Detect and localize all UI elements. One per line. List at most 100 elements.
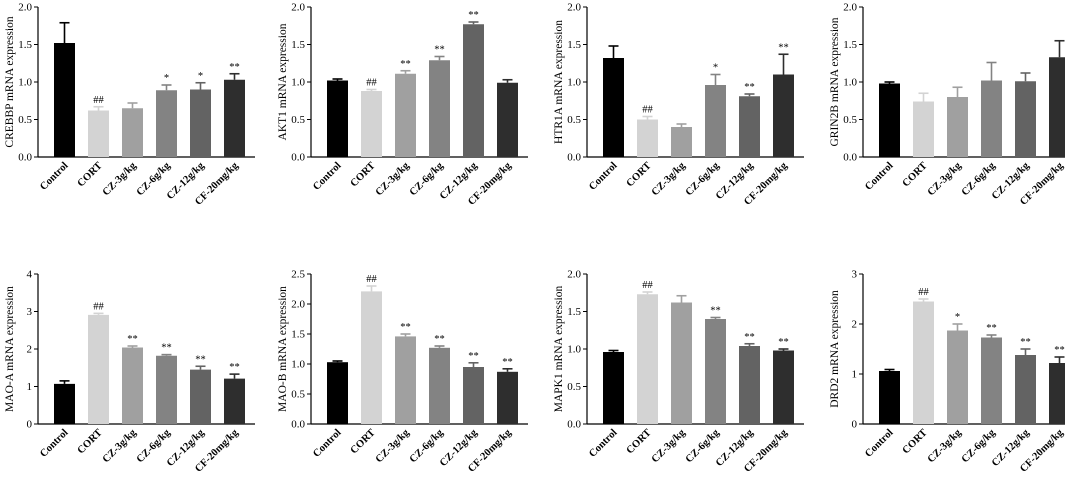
bar-3: [947, 97, 968, 157]
significance-label: **: [127, 334, 138, 345]
y-axis-label: MAO-B mRNA expression: [277, 286, 289, 412]
significance-label: **: [229, 362, 240, 373]
y-tick-label: 0.0: [567, 419, 581, 431]
y-tick-label: 0: [27, 419, 33, 431]
x-tick-label: CORT: [625, 427, 654, 456]
bar-4: [429, 60, 450, 157]
bar-2: [361, 291, 382, 424]
y-tick-label: 0.5: [843, 114, 857, 126]
x-tick-label: Control: [38, 160, 70, 192]
bar-3: [947, 330, 968, 424]
x-tick-label: Control: [587, 427, 619, 459]
x-tick-label: CORT: [76, 160, 105, 189]
bar-6: [773, 350, 794, 424]
bar-5: [190, 369, 211, 424]
bar-3: [395, 336, 416, 424]
bar-2: [361, 91, 382, 157]
y-tick-label: 1.0: [567, 344, 581, 356]
y-tick-label: 1.0: [567, 77, 581, 89]
bar-5: [1015, 355, 1036, 424]
x-tick-label: Control: [311, 427, 343, 459]
bar-3: [395, 73, 416, 157]
significance-label: **: [744, 332, 755, 343]
bar-3: [122, 108, 143, 157]
significance-label: ##: [366, 78, 377, 89]
x-tick-label: CORT: [349, 160, 378, 189]
significance-label: **: [778, 337, 789, 348]
y-axis-label: DRD2 mRNA expression: [829, 290, 841, 408]
bar-2: [637, 294, 658, 424]
bar-1: [54, 383, 75, 424]
y-tick-label: 2.0: [291, 2, 305, 14]
significance-label: **: [195, 354, 206, 365]
bar-1: [327, 362, 348, 424]
x-tick-label: Control: [863, 427, 895, 459]
bar-2: [913, 101, 934, 157]
y-axis-label: MAO-A mRNA expression: [4, 286, 16, 412]
significance-label: **: [710, 306, 721, 317]
y-tick-label: 0.0: [843, 152, 857, 164]
significance-label: **: [744, 82, 755, 93]
significance-label: *: [198, 71, 203, 82]
y-tick-label: 0.0: [567, 152, 581, 164]
bar-2: [88, 314, 109, 424]
bar-6: [497, 371, 518, 424]
y-tick-label: 1.5: [843, 39, 857, 51]
bar-5: [739, 96, 760, 157]
x-tick-label: CZ-3g/kg: [650, 160, 688, 198]
x-tick-label: CZ-3g/kg: [374, 427, 412, 465]
bar-3: [671, 127, 692, 157]
x-tick-label: CZ-3g/kg: [650, 427, 688, 465]
bar-1: [879, 371, 900, 424]
y-tick-label: 0.5: [567, 114, 581, 126]
bar-5: [463, 24, 484, 157]
bar-5: [1015, 81, 1036, 157]
y-tick-label: 0.5: [567, 381, 581, 393]
significance-label: **: [434, 334, 445, 345]
bar-4: [156, 90, 177, 157]
y-tick-label: 1.0: [291, 77, 305, 89]
bar-4: [981, 80, 1002, 157]
bar-3: [671, 302, 692, 424]
significance-label: ##: [366, 274, 377, 285]
significance-label: ##: [642, 280, 653, 291]
bar-2: [913, 301, 934, 424]
y-tick-label: 0: [852, 419, 858, 431]
y-tick-label: 2.0: [843, 2, 857, 14]
y-tick-label: 1: [852, 369, 858, 381]
bar-5: [190, 89, 211, 157]
y-tick-label: 1.5: [291, 39, 305, 51]
x-tick-label: CORT: [901, 427, 930, 456]
chart-panel-5: 0 1 2 3 4 MAO-A mRNA expression Control ## CORT *…: [4, 269, 255, 475]
bar-1: [603, 352, 624, 424]
bar-2: [637, 119, 658, 157]
y-axis-label: GRIN2B mRNA expression: [829, 17, 841, 146]
y-axis-label: AKT1 mRNA expression: [277, 23, 289, 140]
significance-label: **: [1054, 345, 1065, 356]
x-tick-label: CZ-3g/kg: [926, 160, 964, 198]
significance-label: **: [434, 45, 445, 56]
x-tick-label: Control: [311, 160, 343, 192]
y-tick-label: 0.5: [291, 114, 305, 126]
significance-label: **: [502, 357, 513, 368]
x-tick-label: CORT: [625, 160, 654, 189]
y-tick-label: 1.0: [18, 77, 32, 89]
bar-2: [88, 110, 109, 157]
bar-4: [705, 319, 726, 424]
bar-1: [327, 80, 348, 157]
bar-6: [773, 74, 794, 157]
x-tick-label: CZ-3g/kg: [374, 160, 412, 198]
x-tick-label: Control: [587, 160, 619, 192]
x-tick-label: CZ-3g/kg: [926, 427, 964, 465]
significance-label: **: [1020, 337, 1031, 348]
y-tick-label: 2: [27, 344, 33, 356]
x-tick-label: CZ-3g/kg: [101, 427, 139, 465]
bar-6: [1049, 363, 1065, 424]
y-tick-label: 2.0: [567, 269, 581, 281]
y-tick-label: 0.0: [291, 152, 305, 164]
bar-5: [739, 346, 760, 424]
